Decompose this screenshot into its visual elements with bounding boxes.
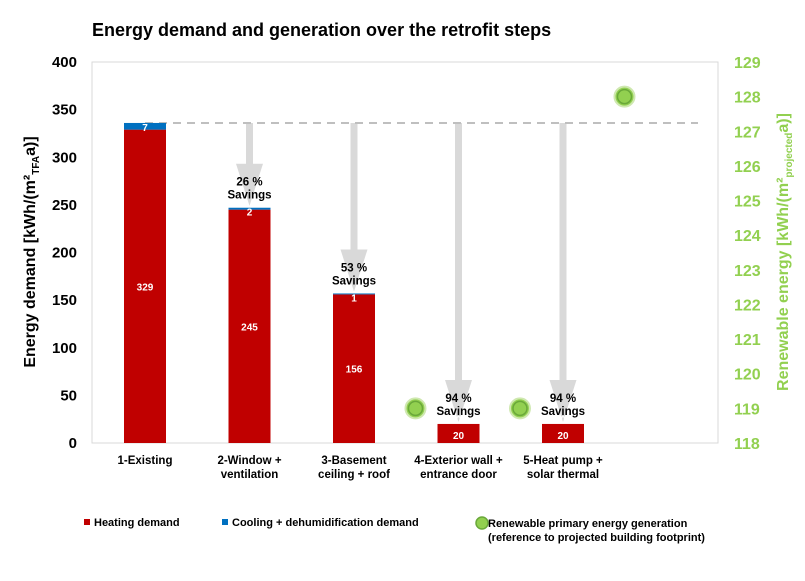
category-label: 2-Window + <box>217 455 281 467</box>
legend-marker-renewable <box>475 516 489 530</box>
data-label-cooling: 1 <box>351 293 357 304</box>
data-label-cooling: 0 <box>456 415 462 426</box>
bar-heating <box>228 209 271 443</box>
y-tick-right: 123 <box>734 263 761 280</box>
y-tick-left: 150 <box>52 292 77 309</box>
savings-label: Savings <box>436 406 480 418</box>
left-axis-ticks: 0 50 100 150 200 250 300 350 400 <box>52 54 77 452</box>
y-tick-left: 50 <box>60 387 77 404</box>
category-label: 5-Heat pump + <box>523 455 603 467</box>
category-label: entrance door <box>420 469 497 481</box>
y-tick-left: 250 <box>52 197 77 214</box>
y-tick-right: 122 <box>734 297 761 314</box>
savings-label: 94 % <box>550 393 576 405</box>
savings-label: Savings <box>332 275 376 287</box>
data-label-cooling: 7 <box>142 123 148 134</box>
bar-group: 329 7 245 2 156 1 20 0 20 0 <box>124 122 584 443</box>
y-tick-right: 125 <box>734 194 761 211</box>
savings-label: Savings <box>227 190 271 202</box>
data-label-cooling: 2 <box>247 208 253 219</box>
chart-title: Energy demand and generation over the re… <box>92 20 551 40</box>
renewable-point-ring <box>407 400 424 417</box>
savings-label: 94 % <box>445 393 471 405</box>
y-tick-left: 200 <box>52 245 77 262</box>
y-tick-right: 126 <box>734 159 761 176</box>
y-tick-left: 0 <box>69 435 77 452</box>
legend-label-renewable-note: (reference to projected building footpri… <box>488 532 705 544</box>
bar-heating <box>333 294 375 443</box>
legend-swatch-cooling <box>222 519 228 525</box>
axis-title-main: Energy demand [kWh/(m² <box>22 175 39 368</box>
axis-title-sub: TFA <box>31 156 42 175</box>
y-tick-right: 121 <box>734 332 761 349</box>
legend-label-cooling: Cooling + dehumidification demand <box>232 517 419 529</box>
legend-label-renewable: Renewable primary energy generation <box>488 518 688 530</box>
data-label-heating: 156 <box>346 365 363 376</box>
savings-label: 26 % <box>236 177 262 189</box>
right-axis-ticks: 118 119 120 121 122 123 124 125 126 127 128 129 <box>734 55 761 453</box>
y-axis-title-right: Renewable energy [kWh/(m²projecteda)] <box>775 113 795 391</box>
category-label: ceiling + roof <box>318 469 390 481</box>
bar-heating <box>124 129 166 443</box>
savings-arrows <box>236 122 577 422</box>
bar-cooling <box>228 207 271 210</box>
bar-cooling <box>333 293 375 295</box>
legend: Heating demand Cooling + dehumidification… <box>84 516 705 544</box>
bar-heating <box>437 423 480 443</box>
y-tick-left: 100 <box>52 340 77 357</box>
y-tick-right: 127 <box>734 124 761 141</box>
category-label: ventilation <box>221 469 279 481</box>
data-label-heating: 20 <box>557 431 569 442</box>
savings-label: 53 % <box>341 262 367 274</box>
y-tick-left: 300 <box>52 149 77 166</box>
axis-title-end: a)] <box>775 113 792 133</box>
data-label-heating: 329 <box>137 282 154 293</box>
renewable-point-ring <box>512 400 528 417</box>
legend-label-heating: Heating demand <box>94 517 180 529</box>
y-tick-right: 119 <box>734 401 760 418</box>
y-tick-left: 350 <box>52 102 77 119</box>
savings-label: Savings <box>541 406 585 418</box>
plot-area-border <box>91 61 719 444</box>
axis-title-sub: projected <box>784 133 795 178</box>
category-label: 3-Basement <box>321 455 386 467</box>
category-label: 4-Exterior wall + <box>414 455 503 467</box>
savings-arrow <box>549 122 577 422</box>
axis-title-end: a)] <box>22 136 39 156</box>
bar-cooling <box>124 122 166 130</box>
data-label-heating: 20 <box>453 431 465 442</box>
y-tick-right: 124 <box>734 228 761 245</box>
category-label: solar thermal <box>527 469 599 481</box>
data-label-cooling: 0 <box>560 415 566 426</box>
renewable-point-ring <box>616 88 633 105</box>
bar-heating <box>542 423 584 443</box>
renewable-points <box>404 85 636 420</box>
y-tick-left: 400 <box>52 54 77 71</box>
legend-swatch-heating <box>84 519 90 525</box>
savings-arrow <box>236 122 263 206</box>
y-tick-right: 118 <box>734 436 760 453</box>
category-label: 1-Existing <box>118 455 173 467</box>
category-labels: 1-Existing 2-Window + ventilation 3-Basemen… <box>118 455 604 481</box>
axis-title-main: Renewable energy [kWh/(m² <box>775 178 792 391</box>
savings-arrow <box>445 122 472 422</box>
y-tick-right: 128 <box>734 90 761 107</box>
y-tick-right: 129 <box>734 55 761 72</box>
y-axis-title-left: Energy demand [kWh/(m²TFAa)] <box>22 136 42 367</box>
savings-arrow <box>340 122 368 292</box>
data-label-heating: 245 <box>241 322 258 333</box>
y-tick-right: 120 <box>734 367 761 384</box>
